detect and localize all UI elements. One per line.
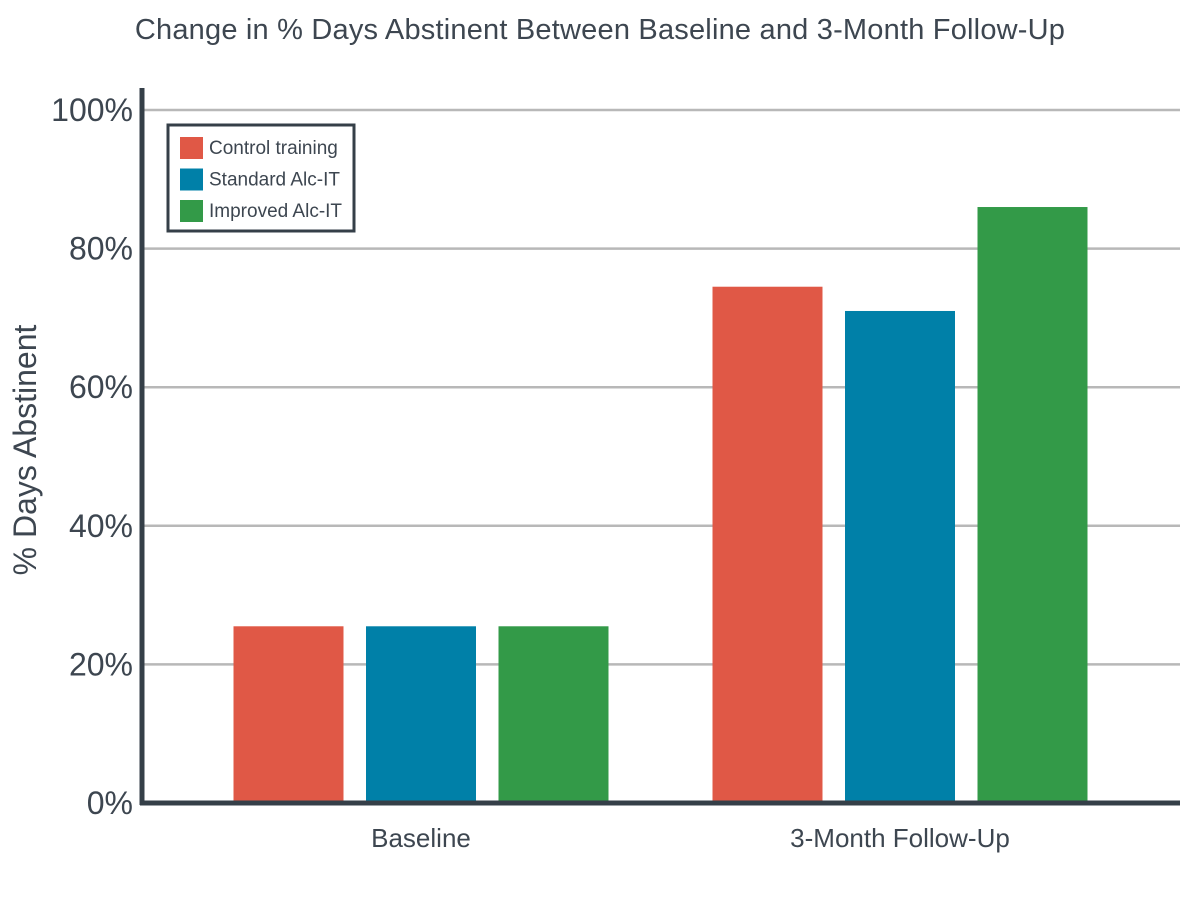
bar [845,310,955,803]
bars [233,207,1088,804]
y-tick-labels: 0% 20% 40% 60% 80% 100% [51,92,133,821]
y-tick-label: 80% [69,231,133,267]
legend-swatch [180,137,203,159]
chart-title: Change in % Days Abstinent Between Basel… [134,14,1066,46]
y-axis-title: % Days Abstinent [7,324,43,575]
legend-label: Improved Alc-IT [209,201,342,222]
x-category-label: Baseline [371,823,471,853]
y-tick-label: 40% [69,508,133,544]
x-category-label: 3-Month Follow-Up [790,823,1010,853]
bar [498,626,609,803]
y-tick-label: 60% [69,369,133,405]
y-tick-label: 20% [69,646,133,682]
x-category-labels: Baseline 3-Month Follow-Up [371,823,1010,853]
legend-swatch [180,168,203,191]
bar [366,626,476,803]
legend-label: Standard Alc-IT [209,170,340,191]
legend-label: Control training [209,138,338,159]
axes [139,88,1180,806]
bar [712,286,823,804]
bar [233,626,344,803]
legend-swatch [180,200,203,222]
bar [977,207,1088,803]
legend: Control training Standard Alc-IT Improved … [166,123,356,233]
y-tick-label: 100% [51,92,133,128]
y-tick-label: 0% [87,785,133,821]
